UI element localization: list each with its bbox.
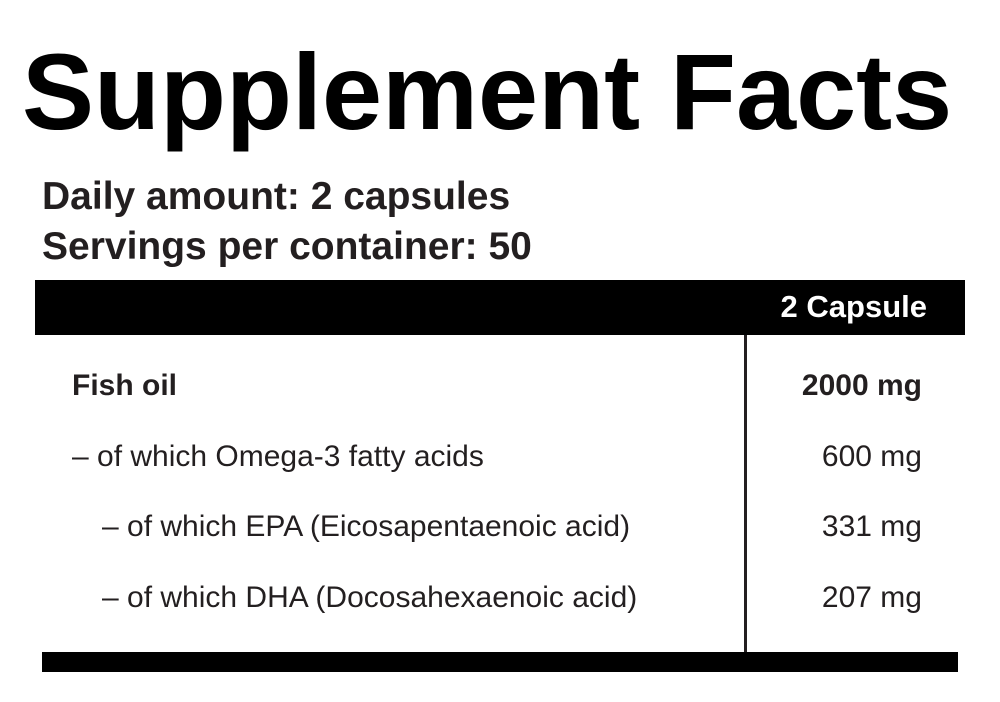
- table-bottom-bar: [42, 652, 958, 672]
- row-name-epa: – of which EPA (Eicosapentaenoic acid): [102, 510, 631, 543]
- page-title: Supplement Facts: [22, 31, 953, 152]
- row-amount-omega3: 600 mg: [821, 440, 922, 473]
- row-name-fish-oil: Fish oil: [72, 369, 177, 402]
- daily-amount: Daily amount: 2 capsules: [42, 175, 511, 218]
- row-amount-dha: 207 mg: [821, 581, 922, 614]
- row-name-dha: – of which DHA (Docosahexaenoic acid): [102, 581, 638, 614]
- servings-per-container: Servings per container: 50: [42, 225, 532, 268]
- table-header-bar: 2 Capsule: [35, 280, 965, 335]
- row-name-omega3: – of which Omega-3 fatty acids: [72, 440, 484, 473]
- row-amount-fish-oil: 2000 mg: [801, 369, 922, 402]
- row-amount-epa: 331 mg: [821, 510, 922, 543]
- column-divider: [744, 335, 747, 652]
- serving-column-header: 2 Capsule: [780, 289, 927, 324]
